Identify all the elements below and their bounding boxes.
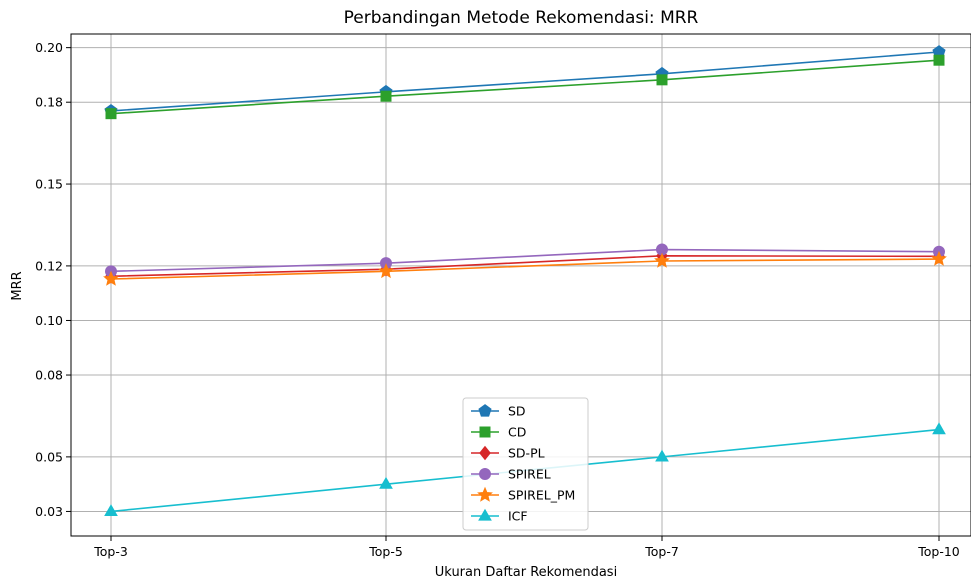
- legend-label: SPIREL_PM: [508, 488, 575, 503]
- legend-box: [462, 397, 589, 531]
- legend-marker-spirel-pm: [477, 486, 493, 502]
- y-tick-label: 0.03: [35, 504, 63, 519]
- series-lines: [103, 45, 947, 517]
- legend-marker-sd: [478, 404, 492, 417]
- data-point-spirel-pm: [378, 263, 394, 279]
- series-line-sd: [110, 51, 940, 112]
- y-tick-label: 0.18: [35, 95, 63, 110]
- y-tick-label: 0.08: [35, 368, 63, 383]
- series-line-spirel: [110, 248, 940, 273]
- legend-marker-sd-pl: [479, 445, 491, 461]
- legend-entry-cd: CD: [471, 425, 526, 440]
- series-line-sd-pl: [110, 255, 940, 278]
- y-tick-label: 0.05: [35, 449, 63, 464]
- series-line-cd: [110, 59, 940, 115]
- y-axis-label: MRR: [10, 271, 25, 300]
- y-tick-label: 0.15: [35, 177, 63, 192]
- legend-entry-spirel-pm: SPIREL_PM: [471, 486, 575, 503]
- data-point-icf: [655, 449, 669, 462]
- x-tick-label: Top-5: [368, 544, 403, 559]
- legend-marker-spirel: [479, 468, 491, 480]
- legend-label: SD-PL: [508, 446, 545, 461]
- y-tick-label: 0.20: [35, 40, 63, 55]
- x-tick-labels: Top-3 Top-5 Top-7 Top-10: [93, 536, 960, 559]
- data-point-spirel-pm: [103, 270, 119, 286]
- chart-title: Perbandingan Metode Rekomendasi: MRR: [344, 8, 699, 28]
- series-line-spirel-pm: [110, 258, 940, 280]
- data-point-cd: [933, 54, 945, 66]
- data-point-cd: [656, 74, 668, 86]
- legend-label: CD: [508, 425, 526, 440]
- x-tick-label: Top-7: [644, 544, 679, 559]
- data-point-spirel-pm: [654, 252, 670, 268]
- data-point-icf: [379, 476, 393, 489]
- x-tick-label: Top-10: [917, 544, 960, 559]
- plot-frame: [70, 33, 971, 537]
- data-point-cd: [105, 108, 117, 120]
- data-point-icf: [104, 504, 118, 517]
- legend-label: SD: [508, 404, 526, 419]
- x-axis-label: Ukuran Daftar Rekomendasi: [435, 565, 617, 580]
- y-tick-labels: 0.03 0.05 0.08 0.10 0.12 0.15 0.18 0.20: [35, 40, 71, 519]
- data-point-cd: [380, 90, 392, 102]
- series-spirel-pm: [103, 250, 947, 286]
- y-tick-label: 0.10: [35, 313, 63, 328]
- legend-label: SPIREL: [508, 467, 551, 482]
- data-point-icf: [932, 422, 946, 435]
- legend: SD CD SD-PL SPIREL SPIREL_PM ICF: [462, 397, 589, 531]
- legend-entry-icf: ICF: [471, 509, 528, 524]
- x-tick-label: Top-3: [93, 544, 128, 559]
- legend-marker-cd: [479, 426, 491, 438]
- legend-marker-icf: [478, 508, 492, 521]
- data-point-spirel-pm: [931, 250, 947, 266]
- legend-entry-sd: SD: [471, 404, 526, 419]
- series-cd: [105, 54, 945, 120]
- legend-label: ICF: [508, 509, 528, 524]
- legend-entry-sd-pl: SD-PL: [471, 446, 545, 461]
- legend-entry-spirel: SPIREL: [471, 467, 551, 482]
- y-tick-label: 0.12: [35, 258, 63, 273]
